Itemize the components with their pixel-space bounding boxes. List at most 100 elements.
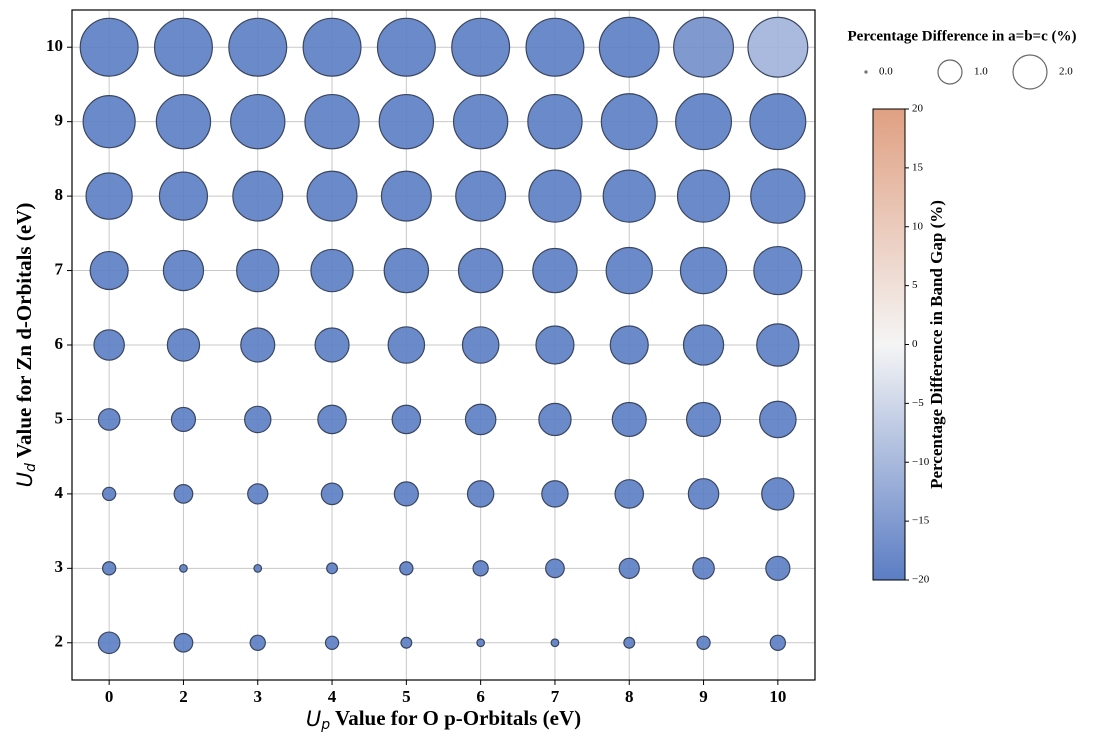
legend-title: Percentage Difference in a=b=c (%) <box>848 28 1077 44</box>
bubble <box>682 324 725 366</box>
colorbar-tick-label: 15 <box>912 161 924 173</box>
bubble <box>472 560 489 577</box>
bubble <box>306 170 358 222</box>
bubble <box>387 326 426 364</box>
bubble <box>600 93 658 151</box>
legend-label: 1.0 <box>974 66 988 78</box>
bubble <box>79 17 139 77</box>
bubble <box>749 93 807 151</box>
bubble <box>679 246 728 295</box>
bubble <box>97 631 121 655</box>
bubble <box>676 169 731 223</box>
bubble <box>623 636 636 649</box>
bubble <box>326 562 339 575</box>
bubble <box>153 17 213 77</box>
bubble <box>545 558 565 579</box>
bubble <box>466 480 495 508</box>
bubble <box>155 93 212 150</box>
bubble <box>240 327 276 363</box>
bubble <box>249 634 266 651</box>
bubble <box>304 93 360 150</box>
bubble <box>393 481 419 507</box>
bubble <box>391 404 422 435</box>
bubble <box>618 557 640 579</box>
bubble <box>602 169 656 223</box>
bubble <box>761 477 795 511</box>
bubble <box>376 17 436 77</box>
axis-subscript: p <box>320 717 330 733</box>
bubble <box>685 401 722 438</box>
axis-symbol: U <box>13 472 37 487</box>
bubble <box>455 170 507 222</box>
bubble <box>753 245 803 296</box>
bubble <box>380 170 432 222</box>
bubble <box>675 93 733 151</box>
bubble <box>82 95 136 149</box>
legend-label: 2.0 <box>1059 66 1073 78</box>
bubble <box>97 408 121 431</box>
bubble <box>324 635 340 650</box>
legend-marker <box>937 59 963 85</box>
colorbar-label: Percentage Difference in Band Gap (%) <box>927 200 946 489</box>
bubble <box>314 327 350 363</box>
bubble <box>541 480 569 508</box>
bubble <box>769 634 787 651</box>
bubble <box>173 483 194 504</box>
bubble <box>538 402 572 437</box>
axis-symbol: U <box>306 707 321 731</box>
y-tick-label: 4 <box>55 483 64 502</box>
bubble <box>253 563 263 573</box>
legend-marker <box>864 70 868 74</box>
bubble <box>400 636 413 649</box>
bubble <box>611 401 647 438</box>
colorbar-tick-label: 20 <box>912 103 924 115</box>
bubble <box>525 17 585 77</box>
x-tick-label: 0 <box>105 687 114 706</box>
y-axis-label: Ud Value for Zn d-Orbitals (eV) <box>12 203 39 488</box>
bubble <box>173 632 194 653</box>
bubble <box>673 16 735 78</box>
bubble <box>310 248 354 293</box>
bubble <box>464 403 497 436</box>
colorbar-tick-label: −20 <box>912 574 930 586</box>
x-tick-label: 7 <box>551 687 560 706</box>
bubble <box>476 638 486 648</box>
bubble <box>232 170 284 222</box>
bubble <box>302 17 362 77</box>
bubble <box>101 486 117 502</box>
bubble <box>605 246 653 295</box>
axis-subscript: d <box>23 463 39 472</box>
bubble <box>528 169 582 223</box>
bubble <box>228 17 288 77</box>
x-tick-label: 3 <box>254 687 263 706</box>
y-tick-label: 6 <box>55 334 64 353</box>
bubble <box>317 404 347 435</box>
bubble <box>236 248 280 293</box>
colorbar-tick-label: 0 <box>912 338 918 350</box>
x-tick-label: 9 <box>699 687 708 706</box>
bubble <box>696 635 711 650</box>
bubble <box>93 329 125 361</box>
bubble <box>609 325 649 365</box>
bubble <box>747 16 809 78</box>
bubble <box>527 93 583 150</box>
bubble <box>383 247 430 294</box>
bubble <box>158 171 209 221</box>
y-tick-label: 3 <box>55 557 64 576</box>
bubble <box>756 323 800 367</box>
bubble <box>451 17 511 77</box>
bubble <box>535 325 575 365</box>
x-axis-label: Up Value for O p-Orbitals (eV) <box>306 706 581 733</box>
colorbar-tick-label: 10 <box>912 220 924 232</box>
bubble <box>399 561 414 576</box>
colorbar <box>872 108 906 581</box>
x-tick-label: 6 <box>476 687 485 706</box>
bubble <box>378 93 435 150</box>
bubble <box>687 478 720 510</box>
y-tick-label: 7 <box>55 259 64 278</box>
bubble <box>244 405 272 434</box>
legend-marker <box>1012 54 1048 90</box>
bubble <box>89 250 129 291</box>
bubble <box>162 249 205 292</box>
